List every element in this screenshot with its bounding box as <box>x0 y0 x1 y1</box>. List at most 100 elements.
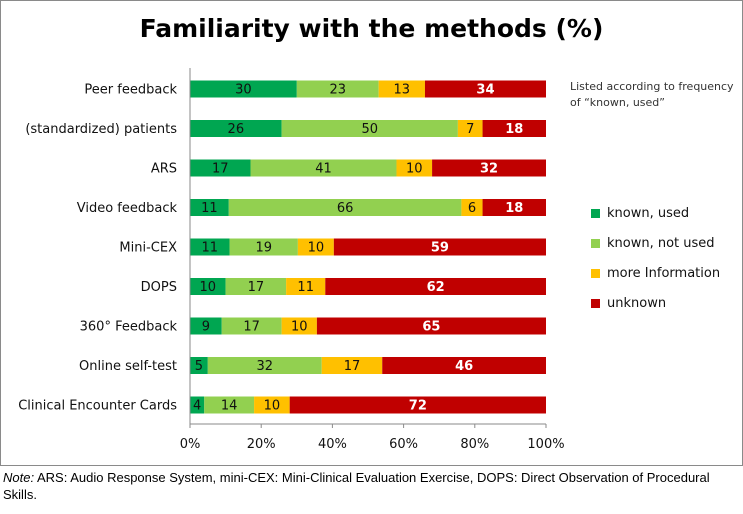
bar-segment-unknown <box>432 159 546 177</box>
bar-segment-unknown <box>289 396 546 414</box>
legend-swatch-more-information <box>591 269 600 278</box>
legend-swatch-known-not-used <box>591 239 600 248</box>
bar-segment-more-information <box>286 278 326 295</box>
data-label: 46 <box>455 359 473 374</box>
x-tick-label: 40% <box>318 437 347 452</box>
bar-segment-known-not-used <box>207 357 322 374</box>
bar-segment-known-not-used <box>204 396 255 414</box>
bar-segment-known-not-used <box>228 199 462 216</box>
bar-segment-known-used <box>190 317 222 335</box>
legend-label-known-used: known, used <box>607 206 690 221</box>
bar-segment-unknown <box>482 199 546 216</box>
data-label: 59 <box>431 241 449 256</box>
bar-segment-unknown <box>424 80 546 98</box>
bar-segment-known-not-used <box>281 120 458 137</box>
data-label: 17 <box>212 162 229 177</box>
category-label: Online self-test <box>79 359 177 374</box>
bar-segment-more-information <box>281 317 317 335</box>
data-label: 32 <box>480 162 498 177</box>
bar-segment-known-not-used <box>229 238 298 256</box>
bar-segment-known-not-used <box>250 159 397 177</box>
x-tick-label: 60% <box>389 437 418 452</box>
figure-note: Note: ARS: Audio Response System, mini-C… <box>3 469 741 503</box>
data-label: 9 <box>202 320 210 335</box>
category-label: 360° Feedback <box>80 320 178 335</box>
x-tick-label: 80% <box>460 437 489 452</box>
bar-segment-more-information <box>321 357 383 374</box>
data-label: 30 <box>235 83 252 98</box>
bar-segment-more-information <box>396 159 433 177</box>
bar-segment-known-used <box>190 159 251 177</box>
data-label: 11 <box>202 241 219 256</box>
data-label: 72 <box>409 399 427 414</box>
category-label: Peer feedback <box>84 83 177 98</box>
x-tick-label: 20% <box>247 437 276 452</box>
data-label: 17 <box>243 320 260 335</box>
bar-segment-known-not-used <box>225 278 287 295</box>
data-label: 10 <box>291 320 308 335</box>
bar-segment-more-information <box>457 120 483 137</box>
bar-segment-unknown <box>482 120 546 137</box>
data-label: 23 <box>329 83 346 98</box>
category-label: Mini-CEX <box>119 241 177 256</box>
bar-segment-known-used <box>190 357 208 374</box>
data-label: 50 <box>361 122 378 137</box>
data-label: 34 <box>476 83 494 98</box>
bar-segment-unknown <box>325 278 546 295</box>
data-label: 7 <box>466 122 474 137</box>
x-tick-label: 0% <box>180 437 201 452</box>
legend-label-unknown: unknown <box>607 296 667 311</box>
category-label: Video feedback <box>77 201 178 216</box>
data-label: 10 <box>200 280 217 295</box>
note-text: ARS: Audio Response System, mini-CEX: Mi… <box>3 470 710 502</box>
x-tick-label: 100% <box>527 437 564 452</box>
legend-label-known-not-used: known, not used <box>607 236 715 251</box>
data-label: 13 <box>394 83 411 98</box>
data-label: 5 <box>195 359 203 374</box>
bar-segment-known-not-used <box>221 317 282 335</box>
data-label: 11 <box>297 280 314 295</box>
bar-segment-unknown <box>382 357 546 374</box>
data-label: 17 <box>344 359 361 374</box>
bar-segment-more-information <box>461 199 483 216</box>
category-label: Clinical Encounter Cards <box>18 399 177 414</box>
data-label: 18 <box>505 201 523 216</box>
bar-segment-more-information <box>378 80 425 98</box>
bar-segment-known-used <box>190 238 230 256</box>
data-label: 41 <box>315 162 332 177</box>
data-label: 65 <box>422 320 440 335</box>
bar-segment-more-information <box>297 238 334 256</box>
legend-swatch-unknown <box>591 299 600 308</box>
bar-segment-known-used <box>190 120 282 137</box>
category-label: ARS <box>151 162 177 177</box>
chart-plot: Peer feedback 30 23 13 34 (standardized) pati… <box>18 68 565 452</box>
category-label: (standardized) patients <box>25 122 177 137</box>
note-lead: Note: <box>3 470 35 485</box>
bar-segment-known-used <box>190 396 205 414</box>
data-label: 10 <box>406 162 423 177</box>
data-label: 14 <box>221 399 238 414</box>
chart-side-note: Listed according to frequency of “known,… <box>570 80 734 109</box>
data-label: 4 <box>193 399 201 414</box>
data-label: 19 <box>255 241 272 256</box>
data-label: 6 <box>468 201 476 216</box>
data-label: 62 <box>427 280 445 295</box>
legend-swatch-known-used <box>591 209 600 218</box>
data-label: 26 <box>228 122 245 137</box>
chart-title: Familiarity with the methods (%) <box>139 14 604 43</box>
bar-segment-known-not-used <box>296 80 379 98</box>
data-label: 10 <box>264 399 281 414</box>
bar-segment-known-used <box>190 199 229 216</box>
bar-segment-unknown <box>316 317 546 335</box>
data-label: 17 <box>248 280 265 295</box>
data-label: 32 <box>256 359 273 374</box>
legend-label-more-information: more Information <box>607 266 721 281</box>
data-label: 66 <box>337 201 354 216</box>
bar-segment-known-used <box>190 80 297 98</box>
bar-segment-unknown <box>333 238 546 256</box>
category-label: DOPS <box>141 280 177 295</box>
data-label: 10 <box>308 241 325 256</box>
data-label: 11 <box>201 201 218 216</box>
bar-segment-known-used <box>190 278 226 295</box>
bar-segment-more-information <box>254 396 290 414</box>
